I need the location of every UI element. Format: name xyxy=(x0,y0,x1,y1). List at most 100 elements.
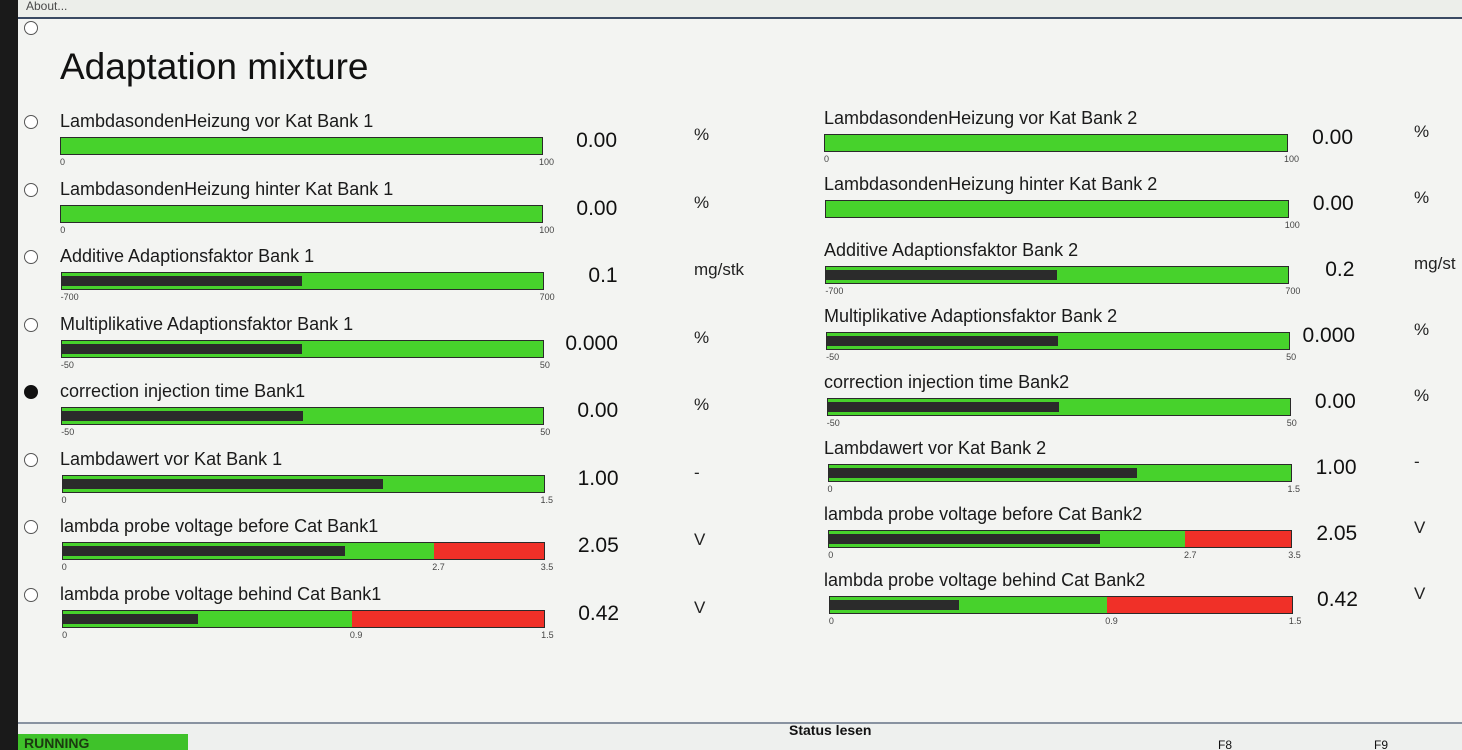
bar-max-tick: 50 xyxy=(1286,418,1297,428)
bar-max-tick: 50 xyxy=(540,427,551,437)
measurement-unit: % xyxy=(1414,122,1430,141)
measurement-label: lambda probe voltage behind Cat Bank2 xyxy=(824,570,1146,590)
bar-max-tick: 700 xyxy=(1285,286,1301,296)
bar-max-tick: 100 xyxy=(1284,220,1300,230)
measurement-value: 0.1 xyxy=(588,264,618,287)
measurement-label: correction injection time Bank2 xyxy=(824,372,1070,392)
row-select-radio[interactable] xyxy=(24,115,38,129)
f8-key[interactable]: F8 xyxy=(1218,738,1233,750)
bar-red-zone xyxy=(351,610,545,627)
row-select-radio[interactable] xyxy=(24,385,38,399)
measurement-bar xyxy=(62,609,546,628)
bar-max-tick: 100 xyxy=(539,224,555,235)
measurement-bar xyxy=(827,464,1292,482)
measurement-label: Multiplikative Adaptionsfaktor Bank 2 xyxy=(824,306,1118,326)
bar-min-tick: -50 xyxy=(826,352,840,362)
bar-level-fill xyxy=(62,478,384,489)
measurement-label: LambdasondenHeizung vor Kat Bank 1 xyxy=(60,111,374,131)
measurement-bar xyxy=(61,542,545,560)
bar-min-tick: 0 xyxy=(62,629,68,640)
bar-level-fill xyxy=(827,336,1059,346)
measurement-value: 0.42 xyxy=(578,601,620,625)
measurement-bar xyxy=(824,200,1289,218)
measurement-label: correction injection time Bank1 xyxy=(60,381,306,401)
measurement-label: lambda probe voltage behind Cat Bank1 xyxy=(60,583,382,604)
bar-level-fill xyxy=(829,534,1100,544)
status-lesen-label[interactable]: Status lesen xyxy=(789,722,872,738)
bar-red-zone xyxy=(433,543,544,559)
bar-min-tick: 0 xyxy=(60,157,66,167)
measurement-bar xyxy=(828,596,1293,614)
measurement-unit: V xyxy=(694,597,706,617)
measurement-bar xyxy=(826,332,1291,350)
bar-min-tick: 0 xyxy=(827,484,833,494)
measurement-bar xyxy=(825,266,1290,284)
bar-level-fill xyxy=(827,402,1059,412)
bar-min-tick: 0 xyxy=(828,616,834,626)
measurement-value: 0.00 xyxy=(576,196,618,220)
row-select-radio[interactable] xyxy=(24,520,38,534)
measurement-bar xyxy=(826,398,1291,416)
row-select-radio[interactable] xyxy=(24,452,38,467)
bar-min-tick: -50 xyxy=(826,418,840,428)
measurement-unit: mg/stk xyxy=(694,260,745,279)
measurement-value: 0.000 xyxy=(1302,324,1356,347)
about-menu-item[interactable]: About... xyxy=(26,0,68,13)
measurement-label: Lambdawert vor Kat Bank 2 xyxy=(824,438,1047,458)
bar-level-fill xyxy=(61,343,303,354)
measurement-value: 2.05 xyxy=(577,534,619,557)
measurement-label: LambdasondenHeizung vor Kat Bank 2 xyxy=(824,108,1138,128)
bar-min-tick: -50 xyxy=(61,427,75,437)
f9-key[interactable]: F9 xyxy=(1374,738,1389,750)
bar-max-tick: 1.5 xyxy=(1288,616,1302,626)
bar-red-zone xyxy=(1107,597,1292,613)
measurement-value: 0.00 xyxy=(577,399,619,422)
measurement-label: Multiplikative Adaptionsfaktor Bank 1 xyxy=(60,313,354,334)
measurement-unit: mg/st xyxy=(1414,254,1456,273)
bar-mid-tick: 2.7 xyxy=(1183,550,1197,560)
bar-max-tick: 50 xyxy=(539,359,550,370)
bar-min-tick: 0 xyxy=(828,550,834,560)
measurement-value: 2.05 xyxy=(1316,522,1358,545)
measurement-value: 0.00 xyxy=(1312,126,1353,149)
bar-level-fill xyxy=(828,468,1137,478)
bar-max-tick: 3.5 xyxy=(1288,550,1301,560)
measurement-bar xyxy=(61,407,545,425)
measurement-unit: % xyxy=(1414,386,1430,405)
measurement-unit: % xyxy=(694,395,710,414)
running-indicator: RUNNING xyxy=(18,734,188,750)
measurement-label: Additive Adaptionsfaktor Bank 2 xyxy=(824,240,1079,260)
measurement-bar xyxy=(60,137,543,155)
row-select-radio[interactable] xyxy=(24,587,38,602)
measurement-unit: V xyxy=(694,530,706,549)
bar-max-tick: 1.5 xyxy=(540,494,554,505)
bar-red-zone xyxy=(1185,531,1292,547)
measurement-value: 1.00 xyxy=(577,466,619,490)
measurement-label: LambdasondenHeizung hinter Kat Bank 1 xyxy=(60,178,394,199)
measurement-bar xyxy=(60,204,544,223)
bar-mid-tick: 0.9 xyxy=(1105,616,1118,626)
measurement-bar xyxy=(828,530,1293,548)
measurement-value: 0.2 xyxy=(1325,258,1355,281)
row-select-radio[interactable] xyxy=(24,317,38,332)
measurement-unit: % xyxy=(1414,320,1430,339)
measurement-value: 1.00 xyxy=(1315,456,1357,479)
row-select-radio[interactable] xyxy=(24,182,38,197)
measurement-label: Additive Adaptionsfaktor Bank 1 xyxy=(60,246,315,266)
bar-max-tick: 1.5 xyxy=(541,629,554,640)
header-radio[interactable] xyxy=(24,21,38,35)
bar-min-tick: 0 xyxy=(60,224,66,235)
measurement-unit: % xyxy=(694,192,710,212)
measurement-value: 0.00 xyxy=(1312,192,1354,215)
row-select-radio[interactable] xyxy=(24,250,38,264)
bar-min-tick: -700 xyxy=(825,286,844,296)
measurement-unit: % xyxy=(694,327,710,347)
measurement-label: LambdasondenHeizung hinter Kat Bank 2 xyxy=(824,174,1158,194)
bar-max-tick: 100 xyxy=(539,157,555,167)
measurement-unit: V xyxy=(1414,518,1426,537)
bar-level-fill xyxy=(61,276,303,286)
bar-level-fill xyxy=(63,613,198,624)
measurement-bar xyxy=(60,339,544,358)
measurement-value: 0.000 xyxy=(565,331,618,355)
bar-min-tick: 0 xyxy=(61,562,67,572)
